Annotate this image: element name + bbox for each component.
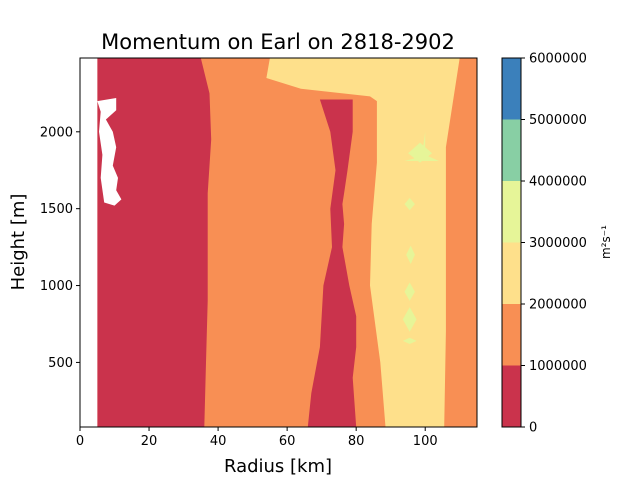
colorbar-tick-label: 5000000 [529, 113, 587, 128]
colorbar-bands [502, 58, 521, 427]
x-tick-label: 80 [348, 434, 365, 449]
colorbar-ticks: 0 1000000 2000000 3000000 4000000 5000000 6000… [521, 52, 587, 436]
y-tick-label: 500 [48, 356, 73, 371]
y-tick-label: 1000 [40, 279, 73, 294]
colorbar-band [502, 365, 521, 427]
plot-area: 0 20 40 60 80 100 500 1000 1500 2000 [40, 57, 478, 449]
x-tick-label: 60 [279, 434, 296, 449]
colorbar: 0 1000000 2000000 3000000 4000000 5000000 6000… [501, 52, 613, 436]
contour-region [307, 99, 357, 427]
contour-region [266, 58, 460, 427]
x-tick-label: 40 [210, 434, 227, 449]
missing-region [80, 58, 98, 427]
y-axis-label: Height [m] [8, 194, 29, 291]
colorbar-band [502, 58, 521, 120]
colorbar-tick-label: 2000000 [529, 298, 587, 313]
y-tick-label: 1500 [40, 202, 73, 217]
contour-patch [402, 337, 417, 344]
x-tick-label: 20 [141, 434, 158, 449]
contour-patch [402, 307, 417, 332]
missing-blob [97, 98, 122, 206]
contour-patch [408, 142, 433, 163]
colorbar-tick-label: 4000000 [529, 175, 587, 190]
colorbar-tick-label: 3000000 [529, 236, 587, 251]
chart-title: Momentum on Earl on 2818-2902 [101, 30, 455, 54]
x-axis-label: Radius [km] [224, 456, 332, 477]
x-ticks: 0 20 40 60 80 100 [76, 427, 438, 449]
y-ticks: 500 1000 1500 2000 [40, 125, 80, 371]
y-tick-label: 2000 [40, 125, 73, 140]
contour-region [97, 58, 212, 427]
colorbar-tick-label: 0 [529, 421, 537, 436]
contour-patch [404, 282, 415, 301]
x-tick-label: 0 [76, 434, 84, 449]
colorbar-band [502, 242, 521, 304]
colorbar-band [502, 304, 521, 366]
contour-fills [80, 58, 478, 427]
plot-frame [79, 57, 478, 428]
colorbar-tick-label: 1000000 [529, 359, 587, 374]
colorbar-band [502, 119, 521, 181]
contour-patch [406, 245, 415, 264]
contour-patch [404, 197, 415, 211]
colorbar-band [502, 181, 521, 243]
colorbar-tick-label: 6000000 [529, 52, 587, 67]
colorbar-label: m²s⁻¹ [599, 225, 613, 259]
x-tick-label: 100 [413, 434, 438, 449]
